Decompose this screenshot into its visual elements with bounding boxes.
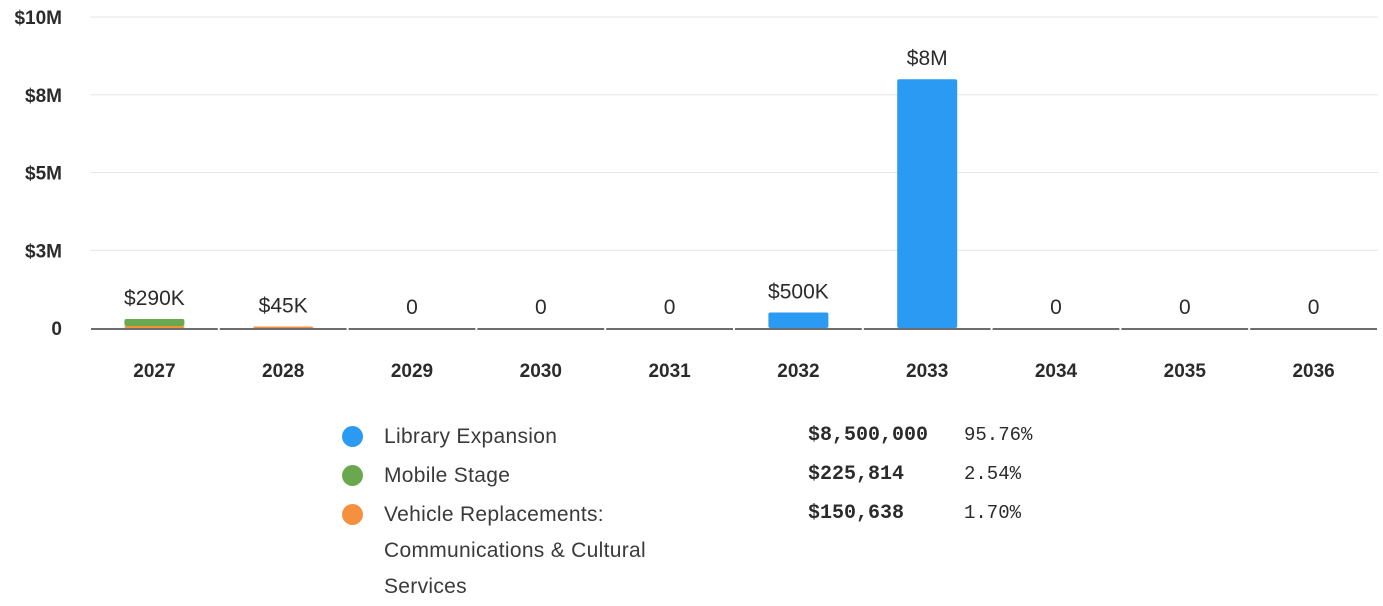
- bar-segment: [253, 326, 314, 328]
- y-tick-label: $3M: [25, 241, 62, 262]
- data-label: $500K: [768, 280, 829, 303]
- data-label: 0: [1308, 296, 1320, 319]
- legend-label: Library Expansion: [384, 419, 744, 455]
- legend-label-line: Communications & Cultural: [384, 539, 646, 562]
- data-label: 0: [664, 296, 676, 319]
- legend-item: Mobile Stage $225,814 2.54%: [340, 459, 1100, 498]
- legend-percent: 95.76%: [964, 424, 1033, 446]
- x-tick-label: 2036: [1292, 361, 1334, 382]
- data-label: 0: [406, 296, 418, 319]
- bar-segment: [124, 318, 185, 327]
- data-label: $45K: [259, 295, 308, 318]
- data-label: 0: [535, 296, 547, 319]
- legend-value: $8,500,000: [808, 424, 929, 447]
- legend-percent: 1.70%: [964, 502, 1022, 524]
- stacked-bar-chart: 0 $3M $5M $8M $10M $290K 2027 $45K 2028 0 2029 0 203…: [14, 8, 1378, 382]
- y-tick-label: $10M: [14, 8, 62, 29]
- y-tick-label: $5M: [25, 164, 62, 185]
- x-tick-label: 2033: [906, 361, 948, 382]
- y-tick-label: 0: [51, 319, 62, 340]
- legend-item: Library Expansion $8,500,000 95.76%: [340, 420, 1100, 459]
- x-tick-label: 2034: [1035, 361, 1078, 382]
- legend-label-line: Library Expansion: [384, 425, 558, 448]
- x-tick-label: 2029: [391, 361, 433, 382]
- bar-segment: [897, 79, 958, 328]
- legend-label-line: Vehicle Replacements:: [384, 503, 604, 526]
- legend-value: $225,814: [808, 463, 905, 486]
- legend-label: Mobile Stage: [384, 458, 744, 494]
- data-label: 0: [1050, 296, 1062, 319]
- legend-value: $150,638: [808, 502, 905, 525]
- x-tick-label: 2028: [262, 361, 304, 382]
- bar-segment: [124, 326, 185, 328]
- legend-swatch: [342, 426, 363, 447]
- legend-item: Vehicle Replacements: Communications & Cu…: [340, 498, 1100, 606]
- data-label: $8M: [907, 47, 948, 70]
- chart-legend: Library Expansion $8,500,000 95.76% Mobile …: [340, 420, 1100, 606]
- x-tick-label: 2032: [777, 361, 819, 382]
- x-tick-label: 2027: [133, 361, 175, 382]
- x-tick-label: 2031: [648, 361, 691, 382]
- legend-label-line: Mobile Stage: [384, 464, 511, 487]
- x-tick-label: 2030: [520, 361, 562, 382]
- legend-swatch: [342, 504, 363, 525]
- y-tick-label: $8M: [25, 86, 62, 107]
- legend-swatch: [342, 465, 363, 486]
- legend-percent: 2.54%: [964, 463, 1022, 485]
- data-label: 0: [1179, 296, 1191, 319]
- x-tick-label: 2035: [1164, 361, 1207, 382]
- bar-segment: [768, 312, 829, 328]
- legend-label: Vehicle Replacements: Communications & Cu…: [384, 497, 744, 605]
- legend-label-line: Services: [384, 575, 467, 598]
- data-label: $290K: [124, 287, 185, 310]
